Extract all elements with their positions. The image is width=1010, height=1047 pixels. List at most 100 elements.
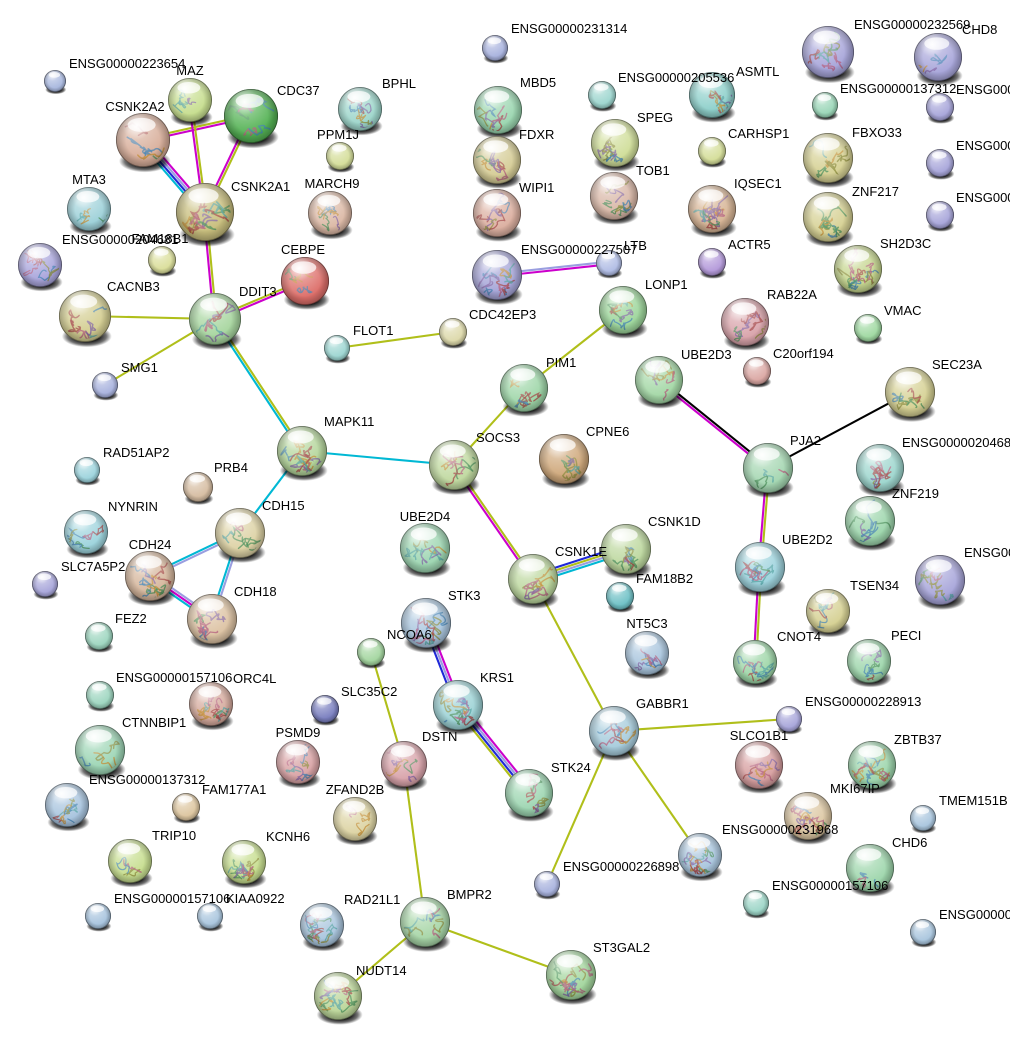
network-node[interactable] [182, 471, 214, 503]
network-node[interactable] [811, 91, 839, 119]
node-label[interactable]: ST3GAL2 [593, 940, 651, 955]
node-label[interactable]: GABBR1 [636, 696, 689, 711]
network-node[interactable] [884, 366, 936, 420]
node-label[interactable]: ENSG00000204681 [902, 435, 1010, 450]
network-node[interactable] [533, 870, 561, 898]
node-label[interactable]: SEC23A [932, 357, 982, 372]
network-node[interactable] [697, 136, 727, 166]
node-label[interactable]: SLC35C2 [341, 684, 398, 699]
node-label[interactable]: CSNK1D [648, 514, 701, 529]
node-label[interactable]: PRB4 [214, 460, 248, 475]
network-node[interactable] [600, 523, 652, 584]
node-label[interactable]: FAM18B2 [636, 571, 694, 586]
network-node[interactable] [400, 595, 452, 653]
network-node[interactable] [332, 796, 378, 842]
node-label[interactable]: ENSG00000205536 [618, 70, 735, 85]
node-label[interactable]: ENSG00000232569 [854, 17, 971, 32]
network-node[interactable] [687, 184, 737, 234]
node-label[interactable]: ENSG0000 [964, 545, 1010, 560]
node-label[interactable]: TSEN34 [850, 578, 900, 593]
node-label[interactable]: CNOT4 [777, 629, 822, 644]
network-node[interactable] [84, 621, 114, 651]
network-node[interactable] [307, 190, 353, 238]
node-label[interactable]: PSMD9 [275, 725, 321, 740]
network-node[interactable] [147, 245, 177, 275]
node-label[interactable]: ENSG00000 [956, 82, 1010, 97]
node-label[interactable]: KCNH6 [266, 829, 311, 844]
network-edge[interactable] [424, 921, 572, 976]
node-label[interactable]: CEBPE [280, 242, 326, 257]
network-node[interactable] [925, 148, 955, 178]
network-node[interactable] [588, 705, 646, 757]
network-node[interactable] [186, 593, 238, 648]
network-node[interactable] [802, 132, 866, 184]
network-node[interactable] [481, 34, 509, 62]
node-label[interactable]: MKI67IP [830, 781, 880, 796]
network-node[interactable] [396, 896, 451, 950]
network-node[interactable] [428, 439, 481, 496]
network-node[interactable] [43, 69, 67, 93]
node-label[interactable]: TMEM151B [939, 793, 1008, 808]
network-node[interactable] [913, 32, 963, 82]
node-label[interactable]: ENSG00000157106 [772, 878, 889, 893]
node-label[interactable]: FLOT1 [353, 323, 394, 338]
network-node[interactable] [31, 570, 59, 598]
network-edge[interactable] [301, 449, 455, 467]
network-node[interactable] [833, 244, 885, 295]
network-node[interactable] [507, 553, 559, 605]
node-label[interactable]: PECI [891, 628, 922, 643]
network-node[interactable] [688, 71, 736, 119]
network-node[interactable] [356, 637, 386, 667]
network-node[interactable] [677, 832, 723, 878]
node-label[interactable]: ENSG00000157106 [114, 891, 231, 906]
node-label[interactable]: C20orf194 [773, 346, 834, 361]
node-label[interactable]: CDC42EP3 [469, 307, 537, 322]
node-label[interactable]: NT5C3 [626, 616, 668, 631]
node-label[interactable]: ZNF219 [892, 486, 939, 501]
node-label[interactable]: CSNK2A2 [105, 99, 165, 114]
network-node[interactable] [724, 740, 784, 792]
node-label[interactable]: MTA3 [72, 172, 106, 187]
network-node[interactable] [844, 495, 896, 547]
network-node[interactable] [85, 680, 115, 710]
network-node[interactable] [775, 705, 803, 733]
network-node[interactable] [742, 442, 799, 494]
node-label[interactable]: ASMTL [736, 64, 780, 79]
network-node[interactable] [66, 186, 112, 232]
network-node[interactable] [171, 792, 201, 822]
network-node[interactable] [853, 313, 883, 343]
node-label[interactable]: ENSG00000157106 [116, 670, 233, 685]
node-label[interactable]: PPM1J [317, 127, 359, 142]
node-label[interactable]: BPHL [382, 76, 416, 91]
node-label[interactable]: CTNNBIP1 [122, 715, 187, 730]
network-node[interactable] [432, 679, 484, 731]
node-label[interactable]: ZBTB37 [894, 732, 942, 747]
node-label[interactable]: SPEG [637, 110, 674, 125]
node-label[interactable]: ACTR5 [728, 237, 771, 252]
network-node[interactable] [325, 141, 355, 171]
node-label[interactable]: STK3 [448, 588, 481, 603]
node-label[interactable]: FAM18B1 [131, 231, 189, 246]
network-node[interactable] [598, 285, 648, 335]
node-label[interactable]: MARCH9 [304, 176, 360, 191]
network-node[interactable] [720, 297, 770, 347]
network-node[interactable] [801, 25, 855, 79]
node-label[interactable]: ENSG00000223654 [69, 56, 186, 71]
node-label[interactable]: CPNE6 [586, 424, 630, 439]
network-node[interactable] [783, 791, 833, 841]
node-label[interactable]: VMAC [884, 303, 922, 318]
node-label[interactable]: CHD6 [892, 835, 928, 850]
network-node[interactable] [399, 522, 451, 574]
network-node[interactable] [175, 182, 236, 242]
node-label[interactable]: SMG1 [121, 360, 158, 375]
network-node[interactable] [219, 839, 267, 888]
network-node[interactable] [307, 965, 363, 1021]
node-label[interactable]: SLC7A5P2 [61, 559, 126, 574]
network-node[interactable] [909, 804, 937, 832]
node-label[interactable]: PJA2 [790, 433, 822, 448]
node-label[interactable]: ENSG0000023 [939, 907, 1010, 922]
network-node[interactable] [595, 249, 623, 277]
node-label[interactable]: NCOA6 [387, 627, 432, 642]
node-label[interactable]: PIM1 [546, 355, 577, 370]
